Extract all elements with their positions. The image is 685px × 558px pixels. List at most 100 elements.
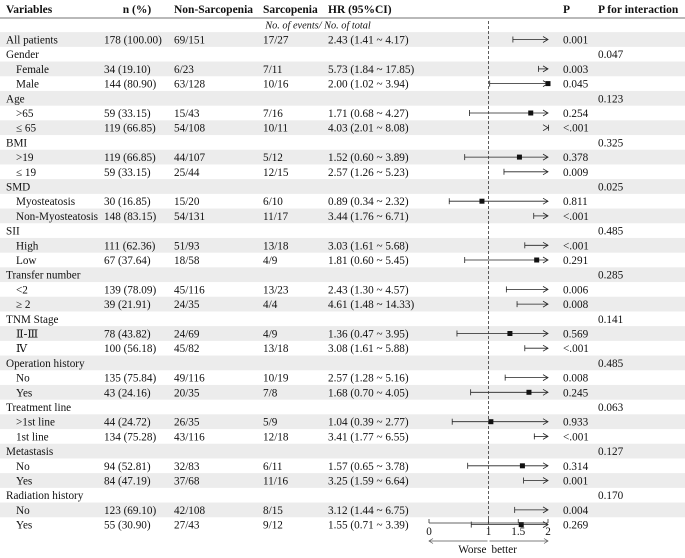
worse-arrowhead: [428, 538, 434, 544]
n-value: 84 (47.19): [104, 476, 151, 488]
p-interaction-value: 0.285: [598, 270, 624, 282]
p-value: <.001: [563, 123, 589, 135]
row-shading: [0, 208, 685, 224]
sarcopenia-value: 10/16: [263, 79, 289, 91]
row-label: Non-Myosteatosis: [16, 211, 98, 223]
n-value: 111 (62.36): [104, 240, 156, 252]
non-sarcopenia-value: 37/68: [174, 476, 200, 488]
hr-point: [488, 419, 494, 425]
x-tick-label: 1.5: [511, 526, 525, 538]
n-value: 119 (66.85): [104, 123, 156, 135]
hr-point: [518, 522, 524, 528]
sarcopenia-value: 11/16: [263, 476, 288, 488]
group-label: SII: [6, 226, 20, 238]
p-interaction-value: 0.025: [598, 182, 624, 194]
row-shading: [0, 326, 685, 341]
x-tick-label: 2: [545, 526, 551, 538]
header-non-sarcopenia: Non-Sarcopenia: [174, 4, 253, 16]
p-interaction-value: 0.325: [598, 137, 624, 149]
n-value: 119 (66.85): [104, 152, 156, 164]
sarcopenia-value: 13/18: [263, 343, 289, 355]
n-value: 144 (80.90): [104, 79, 156, 91]
non-sarcopenia-value: 27/43: [174, 520, 200, 532]
header-p: P: [563, 4, 570, 16]
row-shading: [0, 502, 685, 518]
hr-point: [519, 463, 525, 469]
row-label: High: [16, 240, 39, 252]
non-sarcopenia-value: 42/108: [174, 505, 205, 517]
hr-point: [507, 331, 513, 336]
ci-arrow: [542, 212, 549, 220]
p-value: 0.269: [563, 520, 589, 532]
group-label: SMD: [6, 182, 30, 194]
p-interaction-value: 0.485: [598, 226, 624, 238]
hr-text: 3.44 (1.76 ~ 6.71): [328, 211, 409, 223]
ci-arrow: [542, 168, 549, 176]
non-sarcopenia-value: 24/35: [174, 299, 200, 311]
p-value: <.001: [563, 240, 589, 252]
hr-text: 1.52 (0.60 ~ 3.89): [328, 152, 409, 164]
p-interaction-value: 0.047: [598, 49, 624, 61]
ci-arrow: [542, 418, 549, 426]
hr-point: [526, 389, 532, 395]
p-value: <.001: [563, 431, 589, 443]
hr-point: [479, 198, 485, 204]
non-sarcopenia-value: 43/116: [174, 431, 205, 443]
ci-arrow: [542, 300, 549, 308]
p-interaction-value: 0.170: [598, 490, 624, 502]
better-label: better: [492, 544, 518, 556]
ci-arrow: [542, 109, 549, 117]
row-shading: [0, 90, 685, 106]
non-sarcopenia-value: 15/43: [174, 108, 200, 120]
row-shading: [0, 149, 685, 165]
n-value: 135 (75.84): [104, 373, 156, 385]
non-sarcopenia-value: 49/116: [174, 373, 205, 385]
p-interaction-value: 0.123: [598, 93, 624, 105]
hr-text: 4.61 (1.48 ~ 14.33): [328, 299, 414, 311]
group-label: BMI: [6, 137, 27, 149]
p-value: 0.254: [563, 108, 589, 120]
header-variables: Variables: [6, 4, 53, 16]
hr-text: 1.57 (0.65 ~ 3.78): [328, 461, 409, 473]
sarcopenia-value: 7/8: [263, 387, 278, 399]
p-value: 0.314: [563, 461, 589, 473]
group-label: Treatment line: [6, 402, 71, 414]
row-shading: [0, 296, 685, 312]
p-value: <.001: [563, 343, 589, 355]
sarcopenia-value: 4/4: [263, 299, 278, 311]
sarcopenia-value: 5/9: [263, 417, 278, 429]
sarcopenia-value: 5/12: [263, 152, 283, 164]
p-value: 0.004: [563, 505, 589, 517]
ci-arrow: [542, 286, 549, 293]
p-value: 0.378: [563, 152, 589, 164]
row-label: All patients: [6, 35, 58, 47]
ci-arrow: [542, 256, 549, 264]
p-value: <.001: [563, 211, 589, 223]
hr-text: 5.73 (1.84 ~ 17.85): [328, 64, 414, 76]
sarcopenia-value: 10/11: [263, 123, 288, 135]
ci-arrow: [542, 124, 549, 132]
row-label: Low: [16, 255, 37, 267]
hr-text: 4.03 (2.01 ~ 8.08): [328, 123, 409, 135]
n-value: 43 (24.16): [104, 387, 151, 399]
hr-text: 1.55 (0.71 ~ 3.39): [328, 520, 409, 532]
sarcopenia-value: 4/9: [263, 329, 278, 341]
hr-text: 2.57 (1.28 ~ 5.16): [328, 373, 409, 385]
hr-text: 2.57 (1.26 ~ 5.23): [328, 167, 409, 179]
sarcopenia-value: 4/9: [263, 255, 278, 267]
header-p-interaction: P for interaction: [598, 4, 679, 16]
row-shading: [0, 384, 685, 400]
row-label: >65: [16, 108, 34, 120]
hr-text: 1.68 (0.70 ~ 4.05): [328, 387, 409, 399]
ci-arrow: [542, 344, 549, 352]
row-shading: [0, 179, 685, 194]
p-value: 0.001: [563, 476, 588, 488]
n-value: 178 (100.00): [104, 35, 162, 47]
row-shading: [0, 414, 685, 430]
ci-arrow: [542, 241, 549, 249]
hr-text: 1.71 (0.68 ~ 4.27): [328, 108, 409, 120]
hr-text: 3.03 (1.61 ~ 5.68): [328, 240, 409, 252]
hr-text: 1.81 (0.60 ~ 5.45): [328, 255, 409, 267]
row-label: ≤ 65: [16, 123, 37, 135]
